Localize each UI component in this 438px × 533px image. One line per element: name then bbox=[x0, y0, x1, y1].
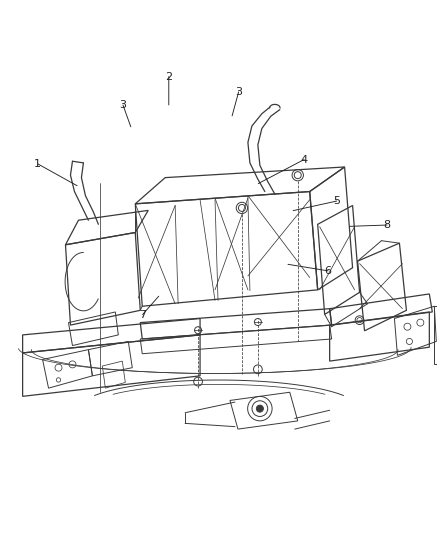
Text: 7: 7 bbox=[139, 310, 146, 319]
Text: 1: 1 bbox=[34, 159, 41, 169]
Text: 6: 6 bbox=[325, 266, 332, 276]
Circle shape bbox=[256, 405, 263, 412]
Text: 3: 3 bbox=[120, 100, 127, 110]
Text: 8: 8 bbox=[384, 220, 391, 230]
Text: 3: 3 bbox=[235, 87, 242, 97]
Text: 2: 2 bbox=[165, 71, 172, 82]
Text: 5: 5 bbox=[333, 196, 340, 206]
Text: 4: 4 bbox=[300, 155, 308, 165]
